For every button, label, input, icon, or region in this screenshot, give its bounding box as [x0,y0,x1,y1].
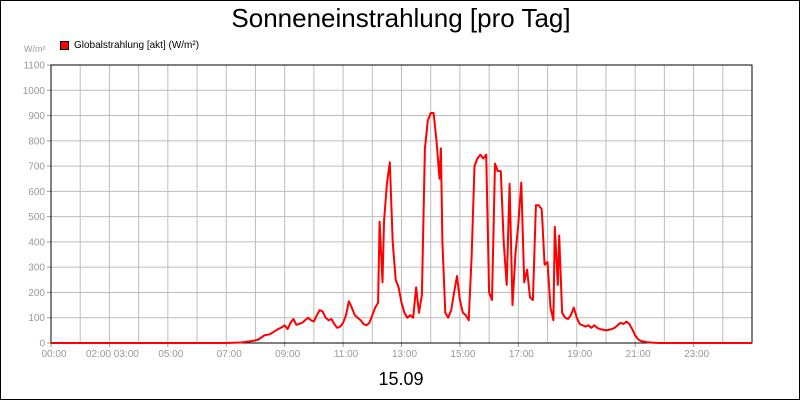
y-tick-label: 900 [28,111,45,122]
x-tick-label: 09:00 [275,349,300,360]
y-unit-label: W/m² [24,44,46,54]
y-tick-label: 1100 [23,61,45,72]
x-tick-label: 07:00 [217,349,242,360]
y-tick-label: 600 [28,187,45,198]
x-tick-label: 21:00 [626,349,651,360]
x-tick-label: 00:00 [41,349,66,360]
x-tick-label: 02:00 03:00 [86,349,139,360]
legend: Globalstrahlung [akt] (W/m²) [60,40,199,51]
legend-label: Globalstrahlung [akt] (W/m²) [74,40,200,51]
y-tick-label: 800 [28,136,45,147]
x-tick-label: 05:00 [158,349,183,360]
date-label: 15.09 [378,369,424,389]
y-tick-label: 700 [28,162,45,173]
y-tick-label: 500 [28,212,45,223]
chart-title: Sonneneinstrahlung [pro Tag] [231,3,571,33]
x-tick-label: 11:00 [334,349,359,360]
series-line-globalstrahlung [51,112,752,344]
plot-border [50,64,753,344]
y-tick-label: 200 [28,288,45,299]
x-tick-label: 23:00 [684,349,709,360]
y-tick-label: 300 [28,263,45,274]
y-tick-label: 400 [28,237,45,248]
legend-swatch [60,41,69,50]
x-tick-label: 17:00 [509,349,534,360]
x-tick-label: 19:00 [567,349,592,360]
x-tick-label: 15:00 [450,349,475,360]
y-tick-label: 100 [28,313,45,324]
y-tick-label: 0 [39,339,45,350]
x-tick-label: 13:00 [392,349,417,360]
y-tick-label: 1000 [23,86,46,97]
